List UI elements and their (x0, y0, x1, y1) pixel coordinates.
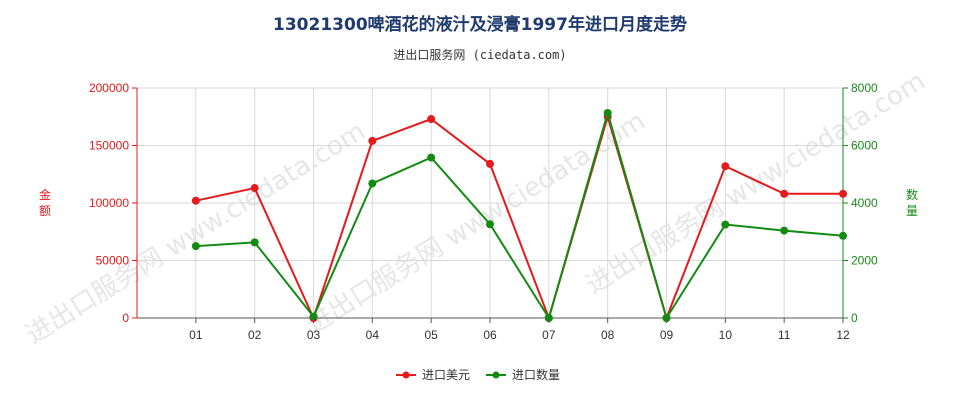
left-tick-label: 200000 (89, 81, 129, 95)
series-line-1 (195, 113, 843, 322)
right-tick-label: 4000 (851, 196, 878, 210)
right-tick-label: 6000 (851, 139, 878, 153)
x-tick-label: 01 (189, 328, 203, 342)
legend: 进口美元 进口数量 (396, 367, 560, 382)
right-tick-label: 0 (851, 311, 858, 325)
x-tick-label: 09 (660, 328, 674, 342)
grid-lines (137, 87, 844, 319)
left-axis-title: 金额 (39, 187, 51, 218)
series-layer (191, 109, 847, 322)
right-axis-title: 数量 (906, 187, 918, 218)
axes: 0 50000 100000 150000 200000 0 2000 4000 6000 800… (39, 81, 918, 342)
x-tick-label: 07 (542, 328, 556, 342)
data-point-series-1 (427, 115, 436, 124)
series-line-2 (195, 109, 844, 321)
data-point-series-2 (839, 231, 847, 240)
data-point-series-2 (427, 153, 436, 162)
data-point-series-1 (191, 196, 200, 205)
legend-label: 进口数量 (512, 367, 560, 382)
data-point-series-2 (662, 314, 671, 322)
left-tick-label: 150000 (89, 139, 129, 153)
x-tick-label: 12 (836, 328, 850, 342)
right-tick-label: 8000 (851, 81, 878, 95)
left-tick-label: 50000 (96, 254, 130, 268)
data-point-series-2 (309, 312, 318, 321)
data-point-series-1 (721, 162, 730, 171)
right-tick-label: 2000 (851, 254, 878, 268)
data-point-series-2 (191, 242, 200, 251)
left-tick-label: 100000 (89, 196, 129, 210)
data-point-series-1 (486, 159, 494, 168)
x-tick-label: 04 (366, 328, 380, 342)
chart-title: 13021300啤酒花的液汁及浸膏1997年进口月度走势 (273, 15, 687, 35)
data-point-series-1 (368, 136, 377, 145)
data-point-series-1 (780, 189, 789, 198)
data-point-series-2 (486, 220, 494, 229)
x-tick-label: 06 (483, 328, 497, 342)
chart-subtitle: 进出口服务网 (ciedata.com) (393, 48, 567, 62)
legend-swatch-dot (492, 371, 500, 379)
x-tick-label: 05 (424, 328, 438, 342)
left-tick-label: 0 (122, 311, 129, 325)
data-point-series-1 (839, 189, 847, 198)
watermark-text: 进出口服务网 www.ciedata.com (581, 66, 931, 300)
data-point-series-2 (780, 226, 789, 235)
data-point-series-2 (250, 238, 259, 247)
x-tick-label: 03 (307, 328, 321, 342)
data-point-series-1 (250, 184, 259, 193)
data-point-series-2 (368, 179, 377, 188)
data-point-series-2 (544, 314, 553, 322)
x-tick-label: 08 (601, 328, 615, 342)
data-point-series-2 (721, 220, 730, 229)
data-point-series-2 (603, 109, 612, 118)
x-tick-label: 02 (248, 328, 262, 342)
x-tick-label: 10 (719, 328, 733, 342)
legend-label: 进口美元 (422, 368, 470, 382)
x-tick-label: 11 (778, 328, 791, 342)
legend-swatch-dot (402, 371, 410, 379)
